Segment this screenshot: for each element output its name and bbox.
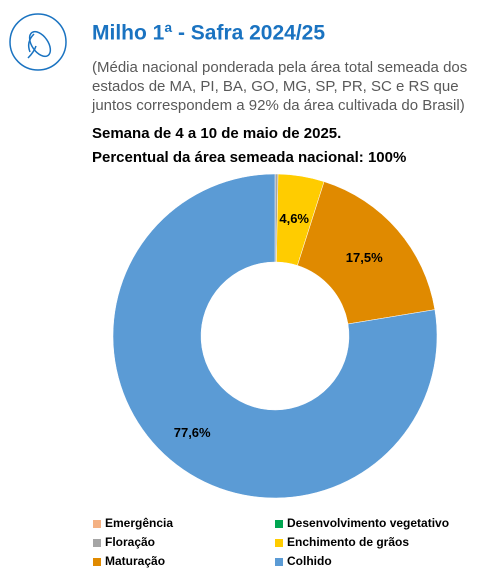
legend-label: Colhido: [287, 554, 332, 568]
chart-title: Milho 1ª - Safra 2024/25: [92, 22, 325, 45]
legend-swatch: [93, 558, 101, 566]
heading: Percentual da área semeada nacional: 100…: [92, 149, 406, 166]
legend-label: Emergência: [105, 516, 173, 530]
value-label: 17,5%: [346, 250, 383, 265]
subtitle: estados de MA, PI, BA, GO, MG, SP, PR, S…: [92, 78, 459, 95]
legend-label: Floração: [105, 535, 155, 549]
icon: [9, 13, 67, 71]
heading: Semana de 4 a 10 de maio de 2025.: [92, 125, 341, 142]
slice: [297, 181, 436, 325]
legend-swatch: [275, 558, 283, 566]
legend-label: Enchimento de grãos: [287, 535, 409, 549]
subtitle: juntos correspondem a 92% da área cultiv…: [91, 97, 465, 114]
legend-swatch: [275, 539, 283, 547]
slice: [112, 173, 438, 499]
value-label: 77,6%: [174, 425, 211, 440]
value-label: 4,6%: [279, 211, 309, 226]
legend-label: Maturação: [105, 554, 165, 568]
legend-swatch: [275, 520, 283, 528]
subtitle: (Média nacional ponderada pela área tota…: [92, 59, 467, 76]
legend-swatch: [93, 539, 101, 547]
legend-swatch: [93, 520, 101, 528]
legend-label: Desenvolvimento vegetativo: [287, 516, 449, 530]
